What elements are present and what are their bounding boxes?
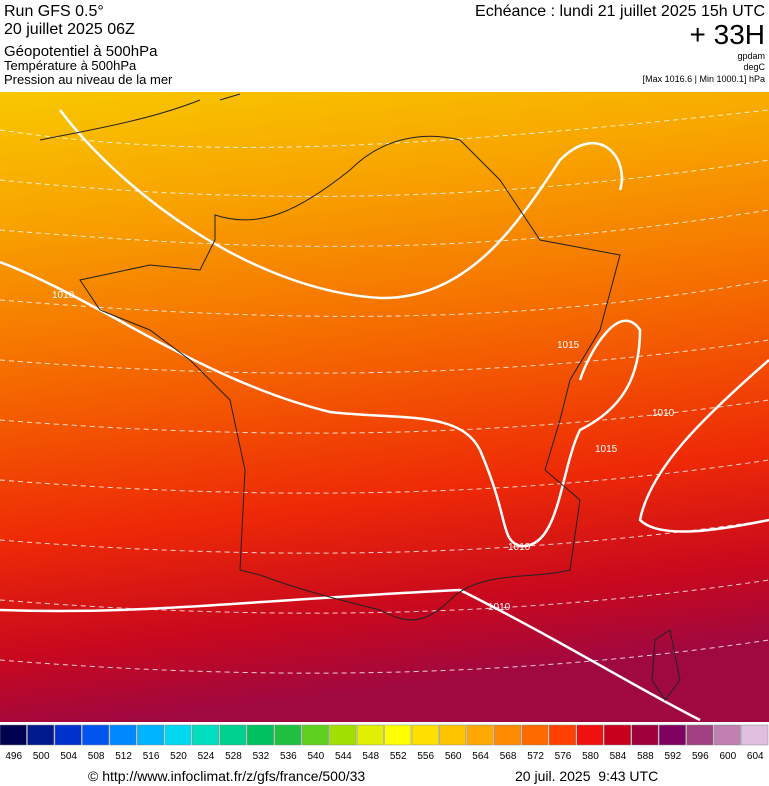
unit: degC (743, 62, 765, 72)
legend-label: 552 (390, 751, 407, 762)
legend-label: 540 (307, 751, 324, 762)
legend-label: 544 (335, 751, 352, 762)
color-swatch (466, 724, 494, 746)
color-swatch (494, 724, 522, 746)
color-swatch (521, 724, 549, 746)
isobar (59, 109, 624, 300)
lead-time: + 33H (690, 19, 766, 50)
field: Géopotentiel à 500hPa (4, 43, 158, 60)
color-swatch (713, 724, 741, 746)
color-swatch (603, 724, 631, 746)
legend-label: 596 (692, 751, 709, 762)
extremes: [Max 1016.6 | Min 1000.1] hPa (643, 74, 765, 84)
field: Température à 500hPa (4, 58, 137, 73)
legend-label: 528 (225, 751, 242, 762)
source: © http://www.infoclimat.fr/z/gfs/france/… (88, 768, 365, 784)
color-swatch (576, 724, 604, 746)
color-swatch (274, 724, 302, 746)
forecast: Echéance : lundi 21 juillet 2025 15h UTC (475, 3, 765, 20)
legend-label: 564 (472, 751, 489, 762)
legend-label: 568 (500, 751, 517, 762)
color-swatch (137, 724, 165, 746)
corsica (651, 629, 681, 701)
map: 1010 1015 1010 1015 1010 1010 (0, 92, 769, 722)
legend-label: 604 (747, 751, 764, 762)
run: 20 juillet 2025 06Z (4, 21, 135, 38)
legend-label: 580 (582, 751, 599, 762)
title: Run GFS 0.5° (4, 3, 104, 20)
legend-label: 588 (637, 751, 654, 762)
legend-label: 576 (555, 751, 572, 762)
color-swatch (164, 724, 192, 746)
isobar (638, 359, 769, 533)
color-swatch (356, 724, 384, 746)
legend-label: 584 (610, 751, 627, 762)
legend-label: 556 (417, 751, 434, 762)
isobar-label: 1015 (595, 444, 618, 455)
legend-label: 512 (115, 751, 132, 762)
color-swatch (658, 724, 686, 746)
isobar (0, 588, 701, 722)
isobar-label: 1010 (652, 408, 675, 419)
legend-label: 536 (280, 751, 297, 762)
legend-label: 548 (362, 751, 379, 762)
legend-label: 496 (5, 751, 22, 762)
color-swatch (384, 724, 412, 746)
legend-label: 520 (170, 751, 187, 762)
color-swatch (192, 724, 219, 746)
legend-label: 508 (88, 751, 105, 762)
color-swatch (82, 724, 110, 746)
date: 20 juil. 2025 9:43 UTC (515, 768, 658, 784)
legend-label: 516 (143, 751, 160, 762)
color-swatch (741, 724, 769, 746)
color-swatch (549, 724, 576, 746)
color-legend: 496 500 504 508 512 516 520 524 528 532 536 540 544 5… (0, 724, 769, 762)
unit: gpdam (737, 51, 765, 61)
color-swatch (246, 724, 274, 746)
color-swatch (631, 724, 659, 746)
isobar-label: 1010 (52, 290, 75, 301)
isobar-label: 1010 (508, 542, 531, 553)
color-swatch (439, 724, 467, 746)
color-swatch (329, 724, 357, 746)
legend-label: 592 (665, 751, 682, 762)
color-swatch (109, 724, 137, 746)
legend-label: 560 (445, 751, 462, 762)
color-swatch (54, 724, 82, 746)
field: Pression au niveau de la mer (4, 72, 173, 87)
color-swatch (219, 724, 247, 746)
legend-label: 572 (527, 751, 544, 762)
isobar (0, 260, 482, 451)
isobar-label: 1010 (488, 602, 511, 613)
footer: © http://www.infoclimat.fr/z/gfs/france/… (88, 768, 658, 784)
color-swatch (27, 724, 55, 746)
legend-label: 504 (60, 751, 77, 762)
legend-label: 524 (198, 751, 215, 762)
france-outline (79, 135, 621, 621)
legend-label: 532 (253, 751, 270, 762)
color-swatch (0, 724, 27, 746)
color-swatch (686, 724, 714, 746)
isobar-label: 1015 (557, 340, 580, 351)
isobar (478, 319, 642, 548)
legend-label: 600 (719, 751, 736, 762)
color-swatch (411, 724, 439, 746)
legend-label: 500 (33, 751, 50, 762)
england-coast (39, 93, 241, 141)
map-field (0, 92, 769, 722)
color-swatch (301, 724, 329, 746)
header: Run GFS 0.5° 20 juillet 2025 06Z Géopote… (4, 3, 766, 87)
